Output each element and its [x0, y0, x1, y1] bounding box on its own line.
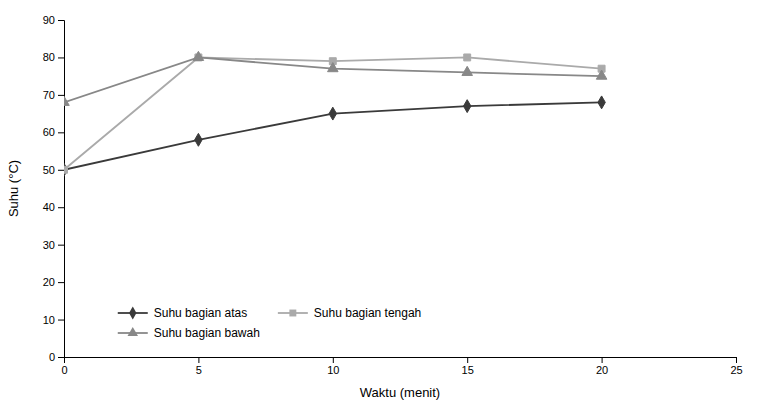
x-tick: 25 [730, 357, 742, 376]
y-tick: 70 [43, 89, 64, 101]
x-axis: 0 5 10 15 20 25 [61, 357, 742, 376]
legend-item: Suhu bagian tengah [278, 306, 421, 320]
legend-item: Suhu bagian atas [118, 306, 247, 320]
legend-label: Suhu bagian bawah [154, 326, 260, 340]
x-tick: 20 [596, 357, 608, 376]
y-tick-mark [58, 20, 64, 21]
legend-marker [127, 327, 138, 336]
point [64, 163, 68, 176]
point [195, 133, 202, 146]
x-tick: 15 [462, 357, 474, 376]
series [64, 96, 605, 176]
y-tick-label: 60 [43, 126, 55, 138]
plot: 0 5 10 15 20 25 0 10 20 30 40 50 60 70 80 90 Suhu bagian… [43, 14, 743, 376]
point [462, 66, 473, 75]
y-tick-mark [58, 170, 64, 171]
y-tick-mark [58, 95, 64, 96]
y-tick: 10 [43, 314, 64, 326]
legend-item: Suhu bagian bawah [118, 326, 260, 340]
y-tick-label: 30 [43, 239, 55, 251]
point [464, 54, 471, 61]
y-tick-label: 0 [49, 351, 55, 363]
y-tick-mark [58, 132, 64, 133]
x-tick-label: 10 [327, 364, 339, 376]
y-tick: 90 [43, 14, 64, 26]
x-tick-mark [736, 357, 737, 363]
y-tick: 0 [49, 351, 64, 363]
point [328, 63, 339, 72]
line [64, 57, 602, 102]
x-tick-label: 5 [196, 364, 202, 376]
series [64, 54, 605, 173]
x-tick: 10 [327, 357, 339, 376]
line [64, 102, 602, 169]
y-axis-title: Suhu (°C) [6, 160, 21, 217]
y-tick-label: 10 [43, 314, 55, 326]
x-tick-mark [467, 357, 468, 363]
y-tick: 60 [43, 126, 64, 138]
y-tick-label: 50 [43, 164, 55, 176]
y-tick: 80 [43, 51, 64, 63]
point [329, 107, 336, 120]
x-axis-line [65, 358, 737, 364]
line [64, 57, 602, 169]
y-tick-mark [58, 245, 64, 246]
legend-marker [289, 310, 296, 317]
y-tick-mark [58, 282, 64, 283]
y-tick-label: 20 [43, 276, 55, 288]
y-tick-mark [58, 357, 64, 358]
y-tick-mark [58, 320, 64, 321]
x-tick-label: 20 [596, 364, 608, 376]
y-axis-line [58, 21, 65, 358]
x-tick: 0 [61, 357, 67, 376]
legend-marker [129, 307, 136, 320]
y-tick-label: 40 [43, 201, 55, 213]
y-tick-label: 70 [43, 89, 55, 101]
y-tick: 50 [43, 164, 64, 176]
legend-label: Suhu bagian atas [154, 306, 247, 320]
data-area [64, 51, 607, 176]
x-tick: 5 [196, 357, 202, 376]
x-tick-label: 25 [730, 364, 742, 376]
point [596, 70, 607, 79]
chart: 0 5 10 15 20 25 0 10 20 30 40 50 60 70 80 90 Suhu bagian… [0, 0, 760, 409]
legend: Suhu bagian atas Suhu bagian tengah Suhu b… [118, 306, 422, 340]
y-axis: 0 10 20 30 40 50 60 70 80 90 [43, 14, 65, 363]
x-tick-mark [333, 357, 334, 363]
point [463, 100, 470, 113]
point [64, 96, 69, 105]
x-tick-label: 15 [462, 364, 474, 376]
legend-label: Suhu bagian tengah [314, 306, 421, 320]
y-tick: 30 [43, 239, 64, 251]
y-tick: 40 [43, 201, 64, 213]
x-tick-label: 0 [61, 364, 67, 376]
y-tick-mark [58, 207, 64, 208]
x-tick-mark [198, 357, 199, 363]
x-axis-title: Waktu (menit) [360, 385, 440, 400]
point [64, 166, 67, 173]
x-tick-mark [602, 357, 603, 363]
y-tick-mark [58, 57, 64, 58]
point [598, 96, 605, 109]
y-tick: 20 [43, 276, 64, 288]
y-tick-label: 80 [43, 51, 55, 63]
point [193, 51, 204, 60]
series [64, 51, 607, 105]
y-tick-label: 90 [43, 14, 55, 26]
